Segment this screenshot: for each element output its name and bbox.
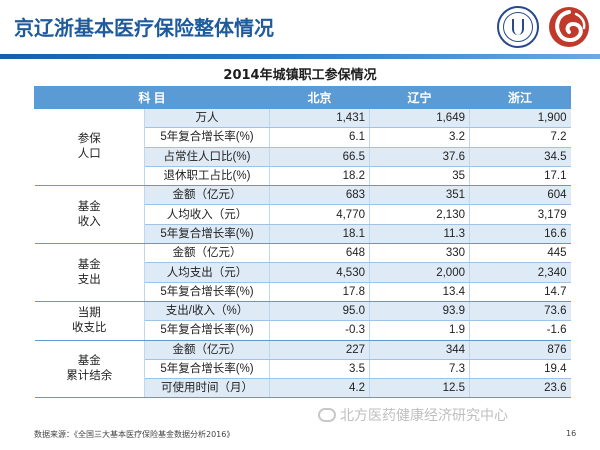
metric-label: 金额（亿元）	[144, 340, 270, 360]
value-liaoning: 330	[369, 243, 470, 264]
metric-label: 人均支出（元）	[144, 262, 270, 283]
metric-label: 人均收入（元）	[144, 204, 270, 225]
metric-label: 5年复合增长率(%)	[144, 224, 270, 245]
value-liaoning: 11.3	[369, 224, 470, 245]
insurance-table: 科 目 北京 辽宁 浙江 参保 人口 万人 1,431 1,649 1,900 5年复合增长…	[34, 86, 571, 399]
value-zhejiang: 19.4	[469, 359, 571, 380]
group-label: 当期 收支比	[34, 301, 145, 341]
value-zhejiang: 604	[469, 185, 571, 206]
table-row: 占常住人口比(%) 66.5 37.6 34.5	[35, 147, 571, 167]
metric-label: 金额（亿元）	[144, 243, 270, 264]
table-title: 2014年城镇职工参保情况	[223, 68, 377, 83]
value-beijing: 683	[269, 185, 370, 206]
value-liaoning: 1.9	[369, 320, 470, 341]
value-beijing: 648	[269, 243, 370, 264]
value-liaoning: 37.6	[369, 147, 470, 167]
value-liaoning: 2,000	[369, 262, 470, 283]
value-beijing: 6.1	[269, 127, 370, 148]
table-row: 基金 累计结余 金额（亿元） 227 344 876	[34, 340, 571, 399]
table-header-row: 科 目 北京 辽宁 浙江	[34, 86, 571, 109]
value-zhejiang: 3,179	[469, 204, 571, 225]
metric-label: 占常住人口比(%)	[144, 147, 270, 167]
value-liaoning: 1,649	[369, 108, 470, 129]
table-body: 参保 人口 万人 1,431 1,649 1,900 5年复合增长率(%) 6.1 3.2 7.2…	[34, 108, 571, 399]
wechat-icon	[318, 408, 336, 422]
value-beijing: 66.5	[269, 147, 370, 167]
metric-label: 5年复合增长率(%)	[144, 127, 270, 148]
metric-label: 金额（亿元）	[144, 185, 270, 206]
value-zhejiang: 14.7	[469, 282, 571, 302]
page-number: 16	[566, 429, 577, 438]
metric-label: 5年复合增长率(%)	[144, 282, 270, 302]
table-row: 人均支出（元） 4,530 2,000 2,340	[35, 262, 571, 283]
header-zhejiang: 浙江	[469, 86, 571, 109]
value-zhejiang: 876	[469, 340, 571, 360]
value-liaoning: 351	[369, 185, 470, 206]
source-note: 数据来源：《全国三大基本医疗保险基金数据分析2016》	[34, 430, 235, 439]
group-label: 基金 累计结余	[34, 340, 145, 399]
value-zhejiang: 445	[469, 243, 571, 264]
value-liaoning: 35	[369, 166, 470, 187]
table-row: 退休职工占比(%) 18.2 35 17.1	[35, 166, 571, 187]
value-liaoning: 344	[369, 340, 470, 360]
slide-title: 京辽浙基本医疗保险整体情况	[14, 16, 274, 40]
value-beijing: 18.2	[269, 166, 370, 187]
metric-label: 支出/收入（%）	[144, 301, 270, 322]
metric-label: 5年复合增长率(%)	[144, 320, 270, 341]
header-item: 科 目	[34, 86, 270, 109]
header-beijing: 北京	[269, 86, 370, 109]
group-label: 基金 收入	[34, 185, 145, 245]
value-zhejiang: 73.6	[469, 301, 571, 322]
table-row: 基金 支出 金额（亿元） 648 330 445	[34, 243, 571, 302]
university-seal-logo	[497, 6, 539, 48]
group-label: 参保 人口	[34, 108, 145, 187]
seal-inner-ring	[503, 12, 533, 42]
table-row: 当期 收支比 支出/收入（%） 95.0 93.9 73.6	[34, 301, 571, 341]
table-row: 5年复合增长率(%) 17.8 13.4 14.7	[35, 282, 571, 302]
value-zhejiang: 17.1	[469, 166, 571, 187]
table-row: 5年复合增长率(%) 18.1 11.3 16.6	[35, 224, 571, 245]
metric-label: 退休职工占比(%)	[144, 166, 270, 187]
value-beijing: 17.8	[269, 282, 370, 302]
value-liaoning: 7.3	[369, 359, 470, 380]
value-zhejiang: 2,340	[469, 262, 571, 283]
table-row: 基金 收入 金额（亿元） 683 351 604	[34, 185, 571, 245]
value-beijing: 227	[269, 340, 370, 360]
value-beijing: 3.5	[269, 359, 370, 380]
watermark: 北方医药健康经济研究中心	[318, 405, 508, 425]
value-beijing: 4.2	[269, 378, 370, 399]
value-zhejiang: 1,900	[469, 108, 571, 129]
table-row: 参保 人口 万人 1,431 1,649 1,900	[34, 108, 571, 187]
watermark-text: 北方医药健康经济研究中心	[340, 408, 508, 424]
value-beijing: 4,770	[269, 204, 370, 225]
metric-label: 5年复合增长率(%)	[144, 359, 270, 380]
table-row: 人均收入（元） 4,770 2,130 3,179	[35, 204, 571, 225]
value-liaoning: 13.4	[369, 282, 470, 302]
table-row: 5年复合增长率(%) 6.1 3.2 7.2	[35, 127, 571, 148]
group-label: 基金 支出	[34, 243, 145, 302]
value-zhejiang: 34.5	[469, 147, 571, 167]
value-beijing: -0.3	[269, 320, 370, 341]
value-beijing: 95.0	[269, 301, 370, 322]
value-liaoning: 2,130	[369, 204, 470, 225]
metric-label: 可使用时间（月）	[144, 378, 270, 399]
table-row: 5年复合增长率(%) -0.3 1.9 -1.6	[35, 320, 571, 341]
value-zhejiang: 7.2	[469, 127, 571, 148]
value-liaoning: 3.2	[369, 127, 470, 148]
value-zhejiang: 23.6	[469, 378, 571, 399]
table-row: 可使用时间（月） 4.2 12.5 23.6	[35, 378, 571, 399]
table-row: 5年复合增长率(%) 3.5 7.3 19.4	[35, 359, 571, 380]
value-liaoning: 93.9	[369, 301, 470, 322]
title-divider	[0, 54, 600, 59]
seal-emblem-icon	[512, 19, 524, 35]
brand-swirl-logo	[549, 7, 589, 47]
value-zhejiang: 16.6	[469, 224, 571, 245]
metric-label: 万人	[144, 108, 270, 129]
value-liaoning: 12.5	[369, 378, 470, 399]
value-beijing: 1,431	[269, 108, 370, 129]
header-liaoning: 辽宁	[369, 86, 470, 109]
value-beijing: 4,530	[269, 262, 370, 283]
value-beijing: 18.1	[269, 224, 370, 245]
value-zhejiang: -1.6	[469, 320, 571, 341]
